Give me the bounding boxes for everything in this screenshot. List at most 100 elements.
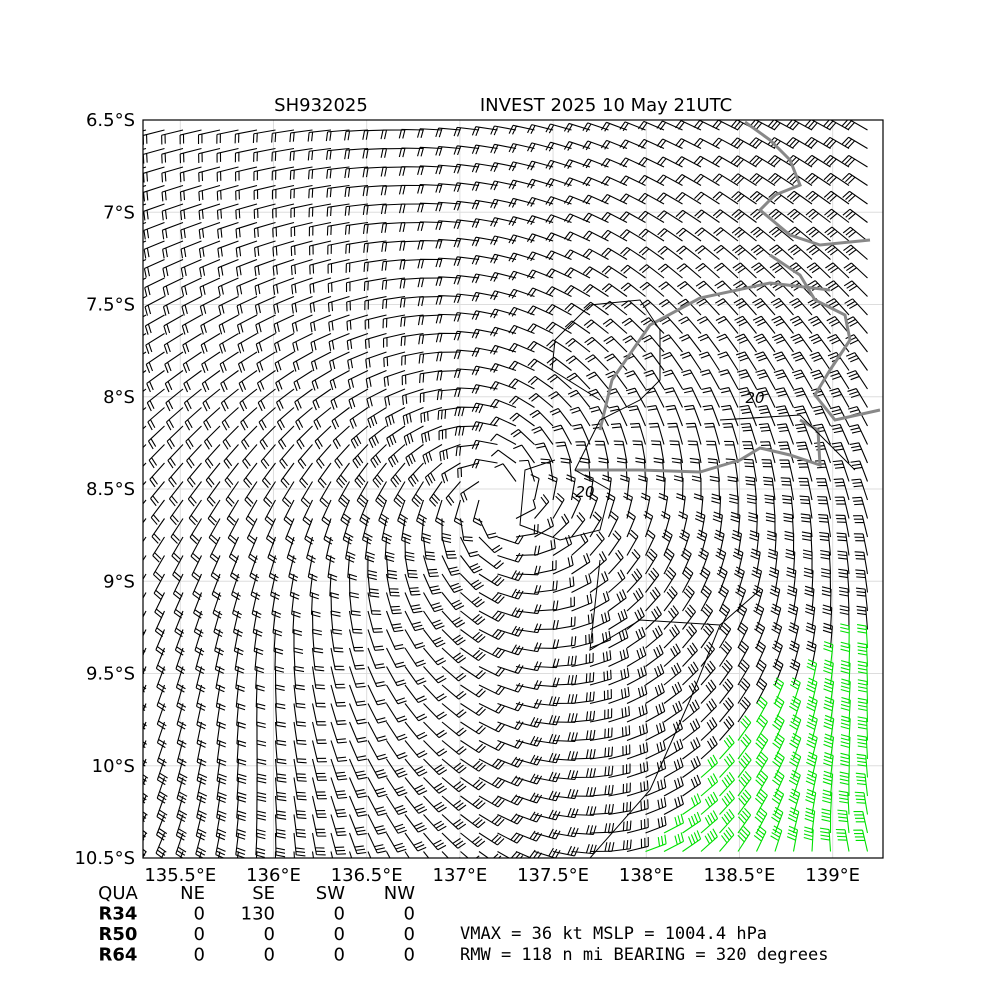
wind-barb xyxy=(182,351,202,374)
wind-barb xyxy=(274,740,287,765)
wind-barb xyxy=(697,333,720,353)
barb-stroke xyxy=(547,374,572,390)
barb-stroke xyxy=(223,444,239,469)
wind-barb xyxy=(306,536,316,564)
barb-stroke xyxy=(309,573,320,600)
barb-stroke xyxy=(216,721,227,748)
wind-barb xyxy=(423,684,447,702)
wind-barb xyxy=(162,296,184,316)
barb-stroke xyxy=(737,678,751,704)
wind-barb xyxy=(293,795,307,819)
barb-stroke xyxy=(589,784,614,797)
barb-stroke xyxy=(289,147,313,162)
barb-stroke xyxy=(620,282,646,297)
wind-barb xyxy=(179,166,202,183)
barb-stroke xyxy=(680,547,692,575)
barb-stroke xyxy=(691,475,702,501)
barb-stroke xyxy=(697,316,720,334)
barb-stroke xyxy=(250,573,261,601)
wind-barb xyxy=(699,369,720,390)
barb-stroke xyxy=(730,511,741,538)
wind-barb xyxy=(454,425,480,436)
barb-stroke xyxy=(367,647,386,670)
wind-barb xyxy=(757,405,776,427)
wind-barb xyxy=(460,721,486,735)
wind-barb xyxy=(260,444,276,469)
wind-barb xyxy=(460,481,480,503)
lon-tick-label: 139°E xyxy=(805,865,860,886)
barb-stroke xyxy=(589,727,613,742)
barb-stroke xyxy=(143,499,147,505)
wind-barb xyxy=(308,203,332,218)
wind-barb xyxy=(754,621,766,649)
wind-barb xyxy=(347,370,369,390)
wind-barb xyxy=(682,566,694,593)
wind-barb xyxy=(751,566,763,593)
barb-stroke xyxy=(478,518,498,539)
wind-barb xyxy=(626,742,649,760)
wind-barb xyxy=(423,814,447,832)
wind-barb xyxy=(750,548,761,575)
barb-stroke xyxy=(272,221,295,238)
barb-stroke xyxy=(423,684,447,702)
wind-barb xyxy=(202,388,221,412)
wind-barb xyxy=(227,518,239,545)
barb-stroke xyxy=(826,316,850,334)
wind-barb xyxy=(851,478,869,501)
wind-barb xyxy=(289,573,300,600)
wind-barb xyxy=(515,623,542,634)
wind-barb xyxy=(787,208,813,223)
barb-stroke xyxy=(608,706,631,723)
wind-barb xyxy=(316,444,332,469)
barb-stroke xyxy=(824,226,850,242)
wind-barb xyxy=(740,422,758,445)
wind-barb xyxy=(545,321,572,334)
barb-stroke xyxy=(382,332,406,348)
wind-barb xyxy=(370,444,387,468)
wind-barb xyxy=(460,629,486,643)
barb-stroke xyxy=(149,462,165,488)
barb-stroke xyxy=(143,481,147,486)
wind-barb xyxy=(608,667,630,686)
barb-stroke xyxy=(788,769,801,797)
barb-stroke xyxy=(608,569,626,593)
wind-barb xyxy=(309,573,320,600)
wind-barb xyxy=(527,124,554,134)
barb-stroke xyxy=(441,684,467,700)
wind-barb xyxy=(201,351,221,373)
barb-stroke xyxy=(204,444,221,469)
barb-stroke xyxy=(823,659,834,686)
barb-stroke xyxy=(143,629,147,656)
barb-stroke xyxy=(143,721,147,749)
wind-barb xyxy=(165,388,184,412)
wind-barb xyxy=(508,124,535,135)
wind-barb xyxy=(608,782,631,797)
barb-stroke xyxy=(459,518,474,542)
wind-barb xyxy=(352,444,369,469)
wind-barb xyxy=(737,622,749,649)
barb-stroke xyxy=(382,314,406,329)
wind-barb xyxy=(146,370,165,393)
barb-stroke xyxy=(460,610,486,626)
barb-stroke xyxy=(490,162,517,173)
barb-stroke xyxy=(460,851,482,858)
barb-stroke xyxy=(460,647,486,661)
barb-stroke xyxy=(235,221,258,239)
wind-barb xyxy=(824,208,850,223)
wind-barb xyxy=(682,585,695,612)
barb-stroke xyxy=(478,832,505,846)
wind-barb xyxy=(189,518,202,545)
barb-stroke xyxy=(397,499,409,527)
wind-barb xyxy=(489,308,517,319)
barb-stroke xyxy=(147,425,165,450)
barb-stroke xyxy=(571,710,596,723)
barb-stroke xyxy=(268,555,279,582)
wind-barb xyxy=(441,647,467,664)
barb-stroke xyxy=(752,584,764,612)
wind-barb xyxy=(367,684,387,706)
wind-barb xyxy=(640,317,665,334)
wind-barb xyxy=(786,136,813,149)
barb-stroke xyxy=(162,240,184,259)
barb-stroke xyxy=(749,137,776,149)
barb-stroke xyxy=(243,462,258,488)
